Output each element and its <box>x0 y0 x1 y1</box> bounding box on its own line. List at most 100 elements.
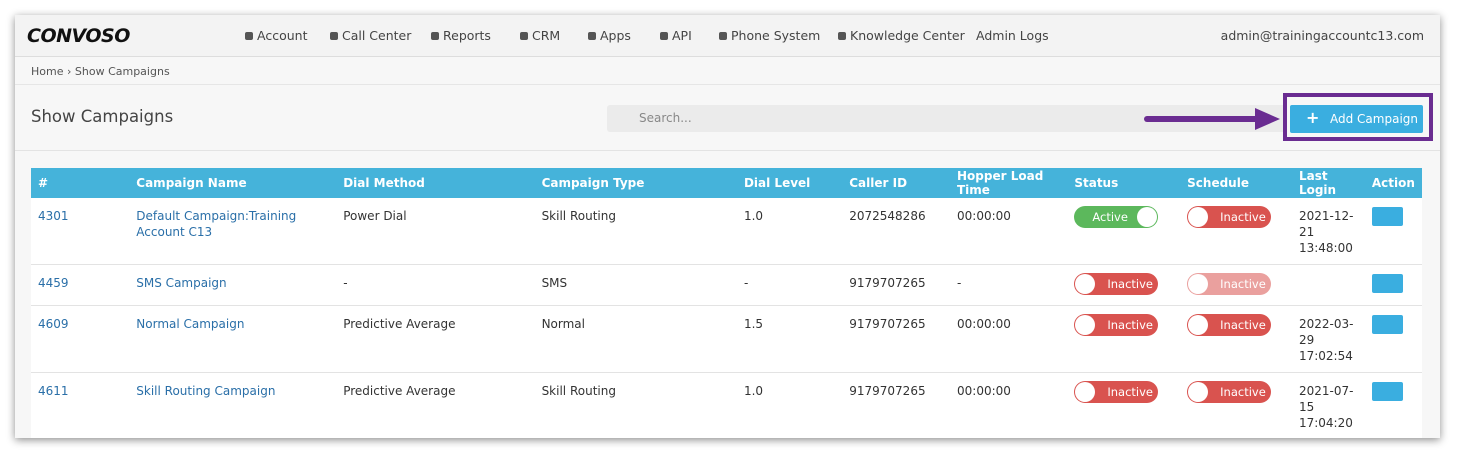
nav-item[interactable]: Call Center <box>330 28 411 43</box>
schedule-toggle[interactable]: Inactive <box>1187 381 1272 403</box>
table-cell: 2072548286 <box>842 198 950 265</box>
status-toggle-label: Inactive <box>1107 385 1153 399</box>
dial-level: 1.0 <box>743 384 764 398</box>
toggle-knob <box>1188 382 1209 402</box>
breadcrumb-link[interactable]: Home <box>31 65 64 78</box>
schedule-toggle[interactable]: Inactive <box>1187 206 1272 228</box>
schedule-toggle[interactable]: Inactive <box>1187 314 1272 336</box>
nav-item[interactable]: Phone System <box>719 28 820 43</box>
last-login: 2021-07-15 17:04:20 <box>1298 384 1354 430</box>
toggle-knob <box>1188 207 1209 227</box>
column-header: Last Login <box>1291 168 1365 198</box>
table-cell: 2021-07-15 17:04:20 <box>1291 372 1365 438</box>
caller-id: 9179707265 <box>849 317 926 331</box>
user-menu[interactable]: admin@trainingaccountc13.com <box>1220 28 1424 43</box>
last-login: 2021-12-21 13:48:00 <box>1298 209 1354 255</box>
search-input[interactable]: Search... <box>607 105 1287 132</box>
table-cell: 4459 <box>31 264 130 306</box>
logo[interactable]: CONVOSO <box>27 25 130 47</box>
campaign-id-link[interactable]: 4609 <box>38 317 69 331</box>
toggle-knob <box>1188 315 1209 335</box>
caller-id: 9179707265 <box>849 384 926 398</box>
column-header: Campaign Type <box>534 168 737 198</box>
status-toggle[interactable]: Inactive <box>1074 381 1159 403</box>
nav-item[interactable]: Reports <box>431 28 491 43</box>
table-cell: 1.0 <box>736 198 843 265</box>
add-campaign-button[interactable]: Add Campaign <box>1290 105 1423 133</box>
breadcrumb: Home › Show Campaigns <box>15 57 1440 85</box>
table-cell: 2022-03-29 17:02:54 <box>1291 305 1365 373</box>
type: SMS <box>541 276 568 290</box>
campaign-name-link[interactable]: Default Campaign:Training Account C13 <box>136 209 297 239</box>
action-button[interactable] <box>1371 382 1403 401</box>
hopper: 00:00:00 <box>957 209 1011 223</box>
column-header: Campaign Name <box>129 168 337 198</box>
dial-method: Power Dial <box>343 209 407 223</box>
table-cell: 00:00:00 <box>950 305 1068 373</box>
schedule-toggle-label: Inactive <box>1220 318 1266 332</box>
action-button[interactable] <box>1371 315 1403 334</box>
hopper: 00:00:00 <box>957 384 1011 398</box>
type: Normal <box>541 317 585 331</box>
nav-item[interactable]: Account <box>245 28 307 43</box>
table-cell: SMS Campaign <box>129 264 337 306</box>
campaign-id-link[interactable]: 4459 <box>38 276 69 290</box>
last-login: 2022-03-29 17:02:54 <box>1298 317 1354 363</box>
table-cell: 2021-12-21 13:48:00 <box>1291 198 1365 265</box>
table-cell: Inactive <box>1067 305 1181 373</box>
campaign-name-link[interactable]: Skill Routing Campaign <box>136 384 276 398</box>
campaign-id-link[interactable]: 4301 <box>38 209 69 223</box>
action-button[interactable] <box>1371 274 1403 293</box>
navbar: CONVOSO admin@trainingaccountc13.com Acc… <box>15 15 1440 57</box>
dial-method: Predictive Average <box>343 317 456 331</box>
status-toggle[interactable]: Inactive <box>1074 273 1159 295</box>
table-row: 4459 SMS Campaign - SMS - 9179707265 - Inactive… <box>31 264 1422 306</box>
dial-method: Predictive Average <box>343 384 456 398</box>
table-cell: Power Dial <box>336 198 535 265</box>
schedule-toggle-label: Inactive <box>1220 277 1266 291</box>
table-cell: 4611 <box>31 372 130 438</box>
table-cell: Active <box>1067 198 1181 265</box>
nav-item[interactable]: Knowledge Center <box>838 28 965 43</box>
table-cell: Normal <box>534 305 737 373</box>
table-cell: Inactive <box>1067 264 1181 306</box>
nav-item[interactable]: Apps <box>588 28 631 43</box>
table-cell <box>1364 372 1422 438</box>
toggle-knob <box>1075 315 1096 335</box>
campaign-name-link[interactable]: Normal Campaign <box>136 317 245 331</box>
table-cell: - <box>950 264 1068 306</box>
table-cell: 00:00:00 <box>950 372 1068 438</box>
campaign-id-link[interactable]: 4611 <box>38 384 69 398</box>
status-toggle[interactable]: Inactive <box>1074 314 1159 336</box>
table-cell: 4301 <box>31 198 130 265</box>
table-cell: Skill Routing Campaign <box>129 372 337 438</box>
nav-item[interactable]: API <box>660 28 692 43</box>
status-toggle[interactable]: Active <box>1074 206 1159 228</box>
status-toggle-label: Inactive <box>1107 277 1153 291</box>
nav-item[interactable]: CRM <box>520 28 560 43</box>
toggle-knob <box>1137 207 1158 227</box>
table-cell: Inactive <box>1180 264 1292 306</box>
table-cell: Predictive Average <box>336 305 535 373</box>
caller-id: 2072548286 <box>849 209 926 223</box>
header-row: # Campaign Name Dial Method Campaign Type Di… <box>31 168 1422 198</box>
action-button[interactable] <box>1371 207 1403 226</box>
table-cell: 9179707265 <box>842 372 950 438</box>
page-header: Show Campaigns Search... Add Campaign <box>15 85 1440 151</box>
table-cell <box>1364 264 1422 306</box>
table-cell: 00:00:00 <box>950 198 1068 265</box>
table-cell <box>1364 198 1422 265</box>
column-header: Dial Level <box>736 168 843 198</box>
table-cell: 1.5 <box>736 305 843 373</box>
column-header: Action <box>1364 168 1422 198</box>
table-cell: Skill Routing <box>534 198 737 265</box>
campaign-name-link[interactable]: SMS Campaign <box>136 276 227 290</box>
dial-level: 1.5 <box>743 317 764 331</box>
nav-item[interactable]: Admin Logs <box>976 28 1049 43</box>
app-window: CONVOSO admin@trainingaccountc13.com Acc… <box>15 15 1440 438</box>
caller-id: 9179707265 <box>849 276 926 290</box>
campaign-table: # Campaign Name Dial Method Campaign Type Di… <box>31 168 1422 438</box>
table-cell: 9179707265 <box>842 305 950 373</box>
type: Skill Routing <box>541 209 616 223</box>
column-header: Caller ID <box>842 168 950 198</box>
